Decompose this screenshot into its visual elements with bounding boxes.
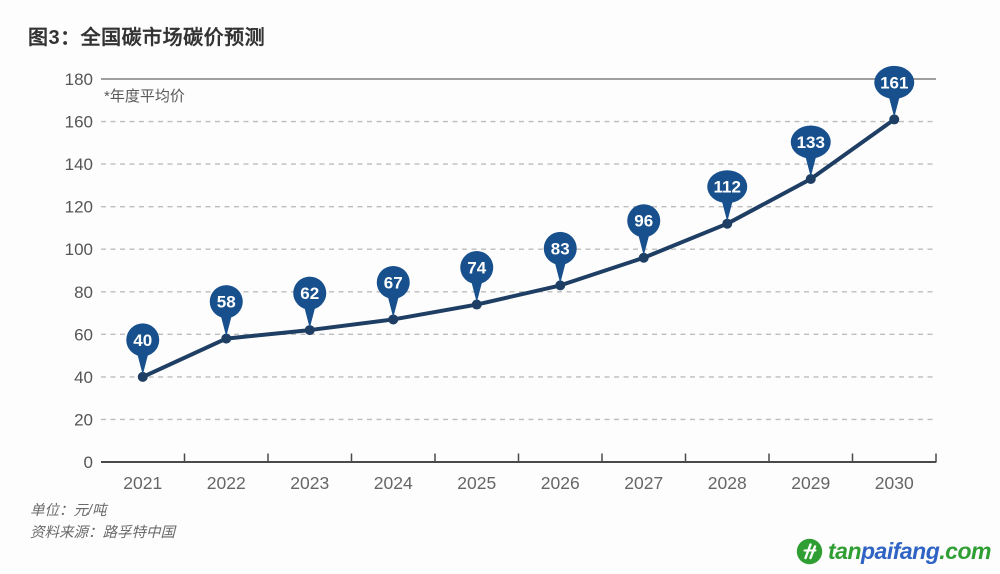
balloon-value-label: 83 [551,239,570,258]
balloon-tail [637,230,651,256]
balloon-tail [553,258,567,284]
logo-text-tan: tan [828,538,862,564]
balloon-bubble [707,170,748,204]
balloon-bubble [126,323,160,357]
balloon-value-label: 112 [714,178,741,197]
price-line [140,117,897,379]
y-tick-label: 160 [65,113,93,132]
balloon-value-label: 161 [880,73,908,92]
data-point-marker [388,314,399,325]
x-tick-label: 2025 [457,473,496,493]
balloon-bubble [293,276,327,310]
balloon-value-label: 62 [300,284,319,303]
logo-text-paifang: paifang [861,538,940,564]
data-point-marker [889,114,900,125]
y-tick-label: 80 [74,283,93,302]
y-tick-label: 120 [65,198,93,217]
y-tick-label: 40 [74,368,93,387]
balloon-bubble [790,125,831,159]
x-tick-label: 2027 [624,473,663,493]
balloon-value-label: 96 [634,212,653,231]
balloon-value-label: 133 [797,133,825,152]
source-note: 资料来源：路孚特中国 [30,525,175,541]
balloon-tail [386,292,400,318]
y-tick-label: 20 [74,410,93,429]
x-tick-label: 2030 [875,473,914,493]
balloon-tail [303,303,317,329]
x-tick-label: 2024 [374,473,413,493]
y-tick-label: 180 [65,70,93,89]
unit-note: 单位：元/吨 [30,503,107,519]
logo-text: tanpaifang.com [828,538,991,565]
x-tick-label: 2022 [207,473,246,493]
balloon-value-label: 40 [133,331,152,350]
balloon-value-label: 67 [384,273,403,292]
chart-annotation: *年度平均价 [104,88,185,105]
data-point-marker [722,218,733,229]
y-tick-label: 0 [84,453,93,472]
balloon-bubble [460,251,494,285]
x-tick-label: 2026 [541,473,580,493]
tanpaifang-logo-icon [796,538,823,565]
data-point-marker [221,333,232,344]
balloon-tail [136,349,150,375]
tanpaifang-watermark[interactable]: tanpaifang.com [796,538,991,565]
x-tick-label: 2029 [791,473,830,493]
logo-text-com: .com [939,538,991,564]
balloon-bubble [627,204,661,238]
data-point-marker [805,174,816,185]
data-point-marker [555,280,566,291]
balloon-bubble [874,65,915,99]
y-tick-label: 140 [65,155,93,174]
chart-footnotes: 单位：元/吨 资料来源：路孚特中国 [30,500,175,544]
balloon-tail [219,311,233,337]
x-tick-label: 2021 [123,473,162,493]
chart-title: 图3：全国碳市场碳价预测 [28,27,266,49]
x-tick-label: 2028 [708,473,747,493]
data-point-marker [471,299,482,310]
y-tick-label: 60 [74,325,93,344]
balloon-value-label: 58 [217,293,236,312]
balloon-value-label: 74 [467,259,486,278]
balloon-tail [470,277,484,303]
data-point-marker [304,325,315,336]
x-tick-label: 2023 [290,473,329,493]
balloon-bubble [209,285,243,319]
data-point-marker [137,371,148,382]
data-point-marker [638,252,649,263]
balloon-bubble [543,231,577,265]
balloon-bubble [376,265,410,299]
y-tick-label: 100 [65,240,93,259]
